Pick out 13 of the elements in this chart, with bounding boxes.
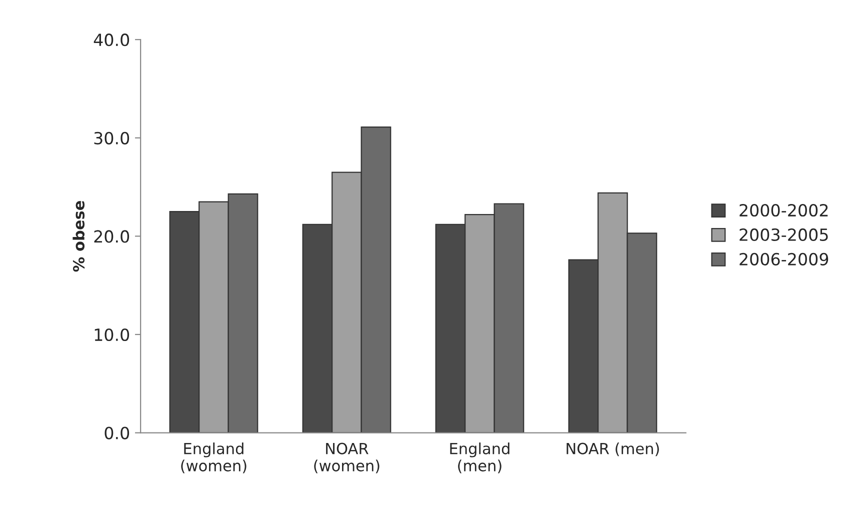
x-tick-label: England (women) (181, 442, 246, 474)
x-tick-label: NOAR (women) (314, 442, 380, 474)
y-axis-title: % obese (72, 200, 85, 272)
y-tick-label: 10.0 (94, 328, 130, 342)
x-tick-label: England (men) (450, 442, 510, 474)
y-tick-label: 20.0 (94, 230, 130, 243)
y-tick-label: 0.0 (104, 426, 130, 440)
y-tick-label: 40.0 (94, 34, 130, 46)
y-tick-label: 30.0 (94, 132, 130, 144)
x-tick-label: NOAR (men) (566, 442, 659, 456)
legend-label: 2006-2009 (740, 252, 828, 266)
legend-label: 2003-2005 (740, 228, 828, 242)
legend-label: 2000-2002 (740, 204, 828, 217)
